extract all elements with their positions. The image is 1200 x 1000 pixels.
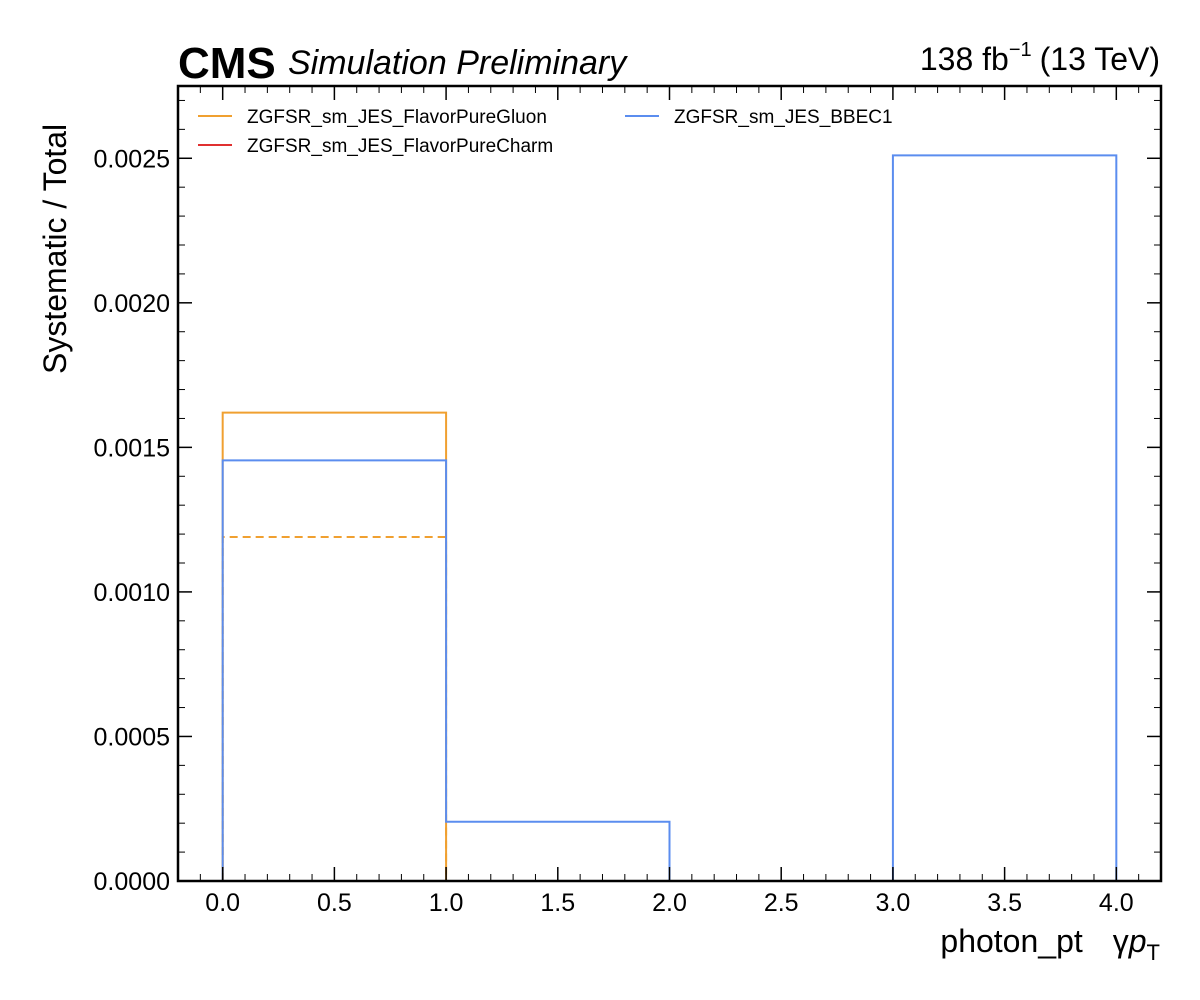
x-tick-label: 0.5 bbox=[317, 889, 352, 917]
lumi-exponent: −1 bbox=[1009, 39, 1032, 61]
x-axis-symbol: γ bbox=[1113, 923, 1129, 959]
x-tick-label: 3.0 bbox=[876, 889, 911, 917]
legend-label: ZGFSR_sm_JES_FlavorPureCharm bbox=[247, 136, 553, 157]
y-tick-label: 0.0000 bbox=[94, 868, 170, 896]
x-tick-label: 4.0 bbox=[1099, 889, 1134, 917]
x-axis-sub: T bbox=[1147, 940, 1160, 965]
y-tick-label: 0.0005 bbox=[94, 723, 170, 751]
y-tick-label: 0.0025 bbox=[94, 145, 170, 173]
legend-label: ZGFSR_sm_JES_FlavorPureGluon bbox=[247, 107, 547, 128]
cms-label: CMS bbox=[178, 39, 276, 88]
x-tick-label: 2.5 bbox=[764, 889, 799, 917]
lumi-label: 138 fb−1 (13 TeV) bbox=[920, 39, 1160, 77]
y-axis-title: Systematic / Total bbox=[37, 124, 73, 374]
x-tick-label: 3.5 bbox=[987, 889, 1022, 917]
x-tick-label: 1.0 bbox=[429, 889, 464, 917]
legend-label: ZGFSR_sm_JES_BBEC1 bbox=[674, 107, 893, 128]
x-axis-label: photon_pt bbox=[940, 923, 1082, 959]
x-axis-title: photon_pt γpT bbox=[940, 923, 1160, 965]
lumi-value: 138 fb bbox=[920, 41, 1009, 77]
ticks-layer: 0.0 0.5 1.0 1.5 2.0 2.5 3.0 3.5 4.0 0.0000 0.0005 0… bbox=[94, 86, 1162, 917]
y-tick-label: 0.0020 bbox=[94, 290, 170, 318]
y-tick-label: 0.0015 bbox=[94, 434, 170, 462]
cms-extra-label: Simulation Preliminary bbox=[288, 44, 628, 82]
x-tick-label: 0.0 bbox=[205, 889, 240, 917]
x-tick-label: 1.5 bbox=[540, 889, 575, 917]
y-tick-label: 0.0010 bbox=[94, 579, 170, 607]
series-line bbox=[221, 154, 1118, 882]
x-axis-var: p bbox=[1128, 923, 1147, 959]
x-tick-label: 2.0 bbox=[652, 889, 687, 917]
plot-frame bbox=[176, 84, 1163, 883]
series-layer bbox=[221, 154, 1118, 882]
lumi-energy: (13 TeV) bbox=[1040, 41, 1160, 77]
legend: ZGFSR_sm_JES_FlavorPureGluon ZGFSR_sm_JES… bbox=[198, 107, 893, 157]
series-line bbox=[221, 411, 1117, 882]
